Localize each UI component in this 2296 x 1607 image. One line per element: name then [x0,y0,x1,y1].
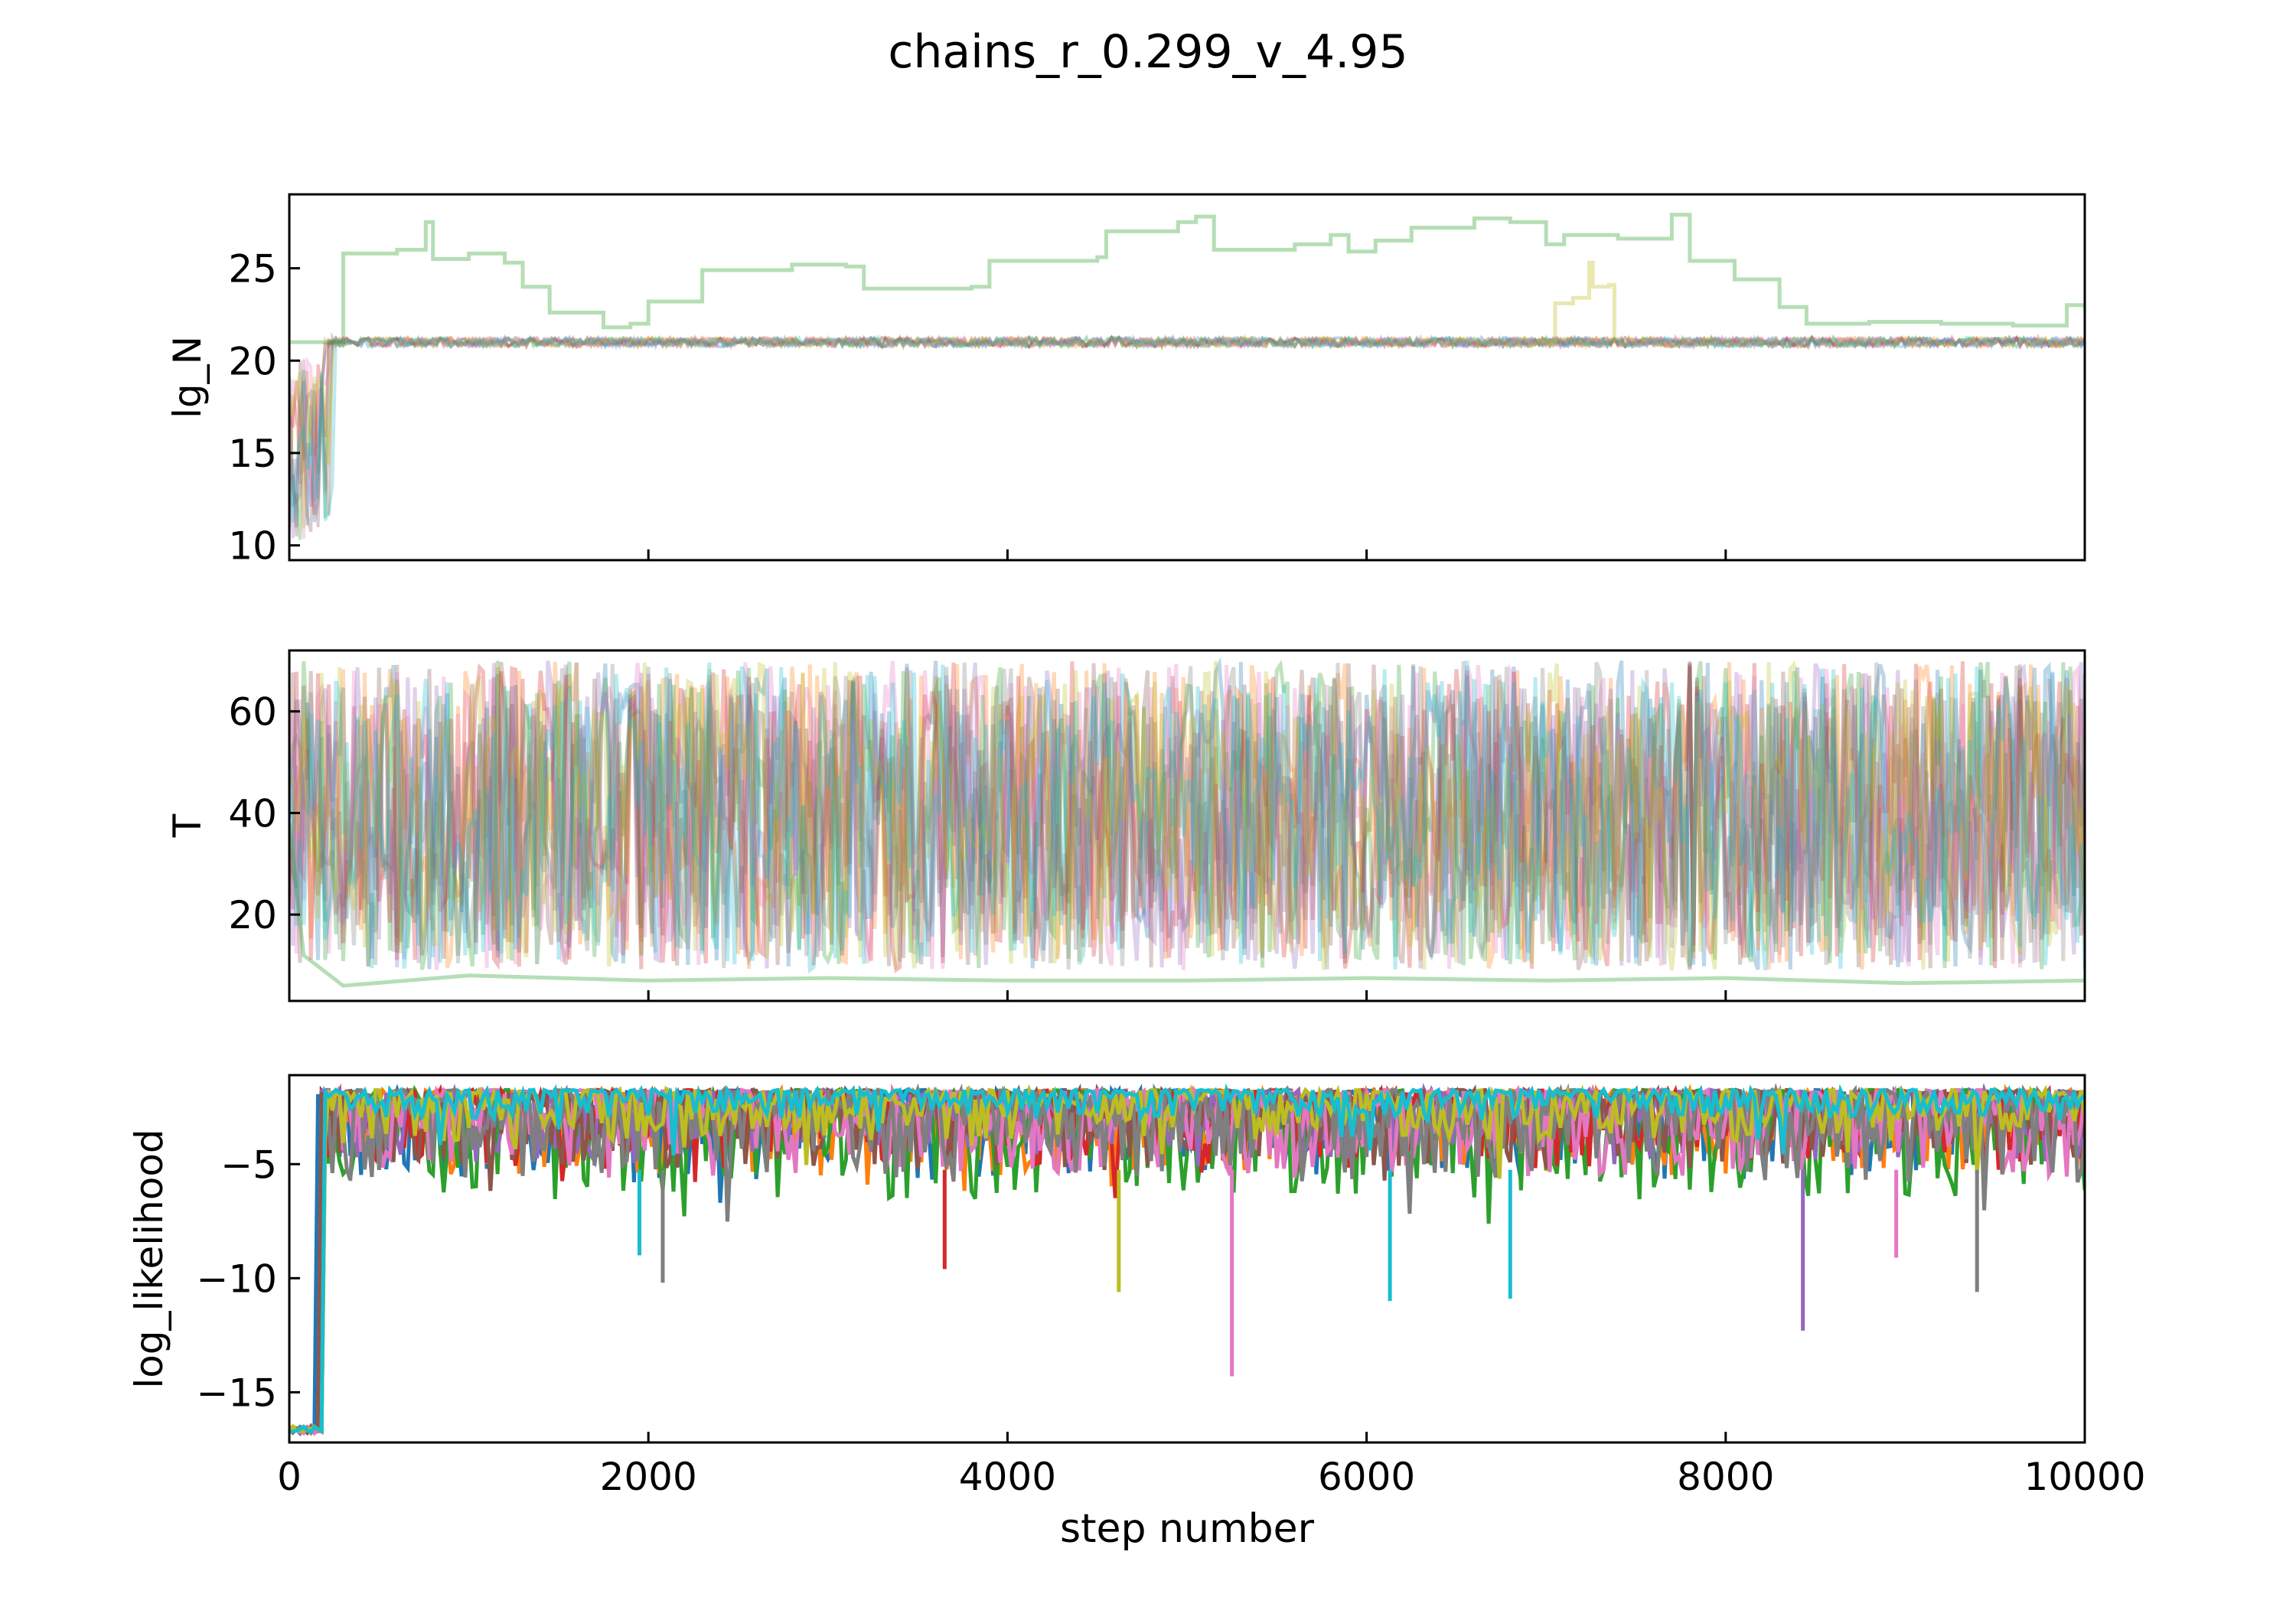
y-tick-label: 60 [228,690,277,735]
log-likelihood-ticks: −15 −10 −5 0 2000 4000 6000 8000 10000 [196,1143,2145,1499]
lg-n-axes-frame [288,193,2086,562]
chain-line [289,334,2085,528]
y-tick-label: −15 [196,1371,277,1415]
x-tick-label: 10000 [2024,1455,2145,1499]
chain-line [289,334,2085,528]
x-tick-label: 2000 [600,1455,697,1499]
chain-line [289,660,2085,974]
log-likelihood-axes-frame [288,1074,2086,1444]
log-likelihood-ylabel: log_likelihood [127,1129,171,1388]
y-tick-label: 20 [228,893,277,937]
panel-lg-n: 10 15 20 25 lg_N [165,193,2086,569]
y-tick-label: 10 [228,524,277,569]
y-tick-label: 40 [228,791,277,836]
chain-line [289,334,2085,523]
y-tick-label: −10 [196,1257,277,1301]
chain-line [289,661,2085,970]
y-tick-label: −5 [220,1143,277,1187]
chain-line [289,660,2085,970]
panel-log-likelihood: −15 −10 −5 0 2000 4000 6000 8000 10000 log_likel… [127,1074,2146,1499]
chain-line [289,334,2085,540]
lg-n-plot-area [289,213,2085,540]
chain-line-outlier [289,823,2085,988]
chain-line [289,660,2085,971]
t-plot-area [289,657,2085,988]
x-tick-label: 6000 [1318,1455,1415,1499]
lg-n-ylabel: lg_N [165,336,210,419]
y-tick-label: 20 [228,339,277,383]
t-ylabel: T [165,813,210,838]
log-likelihood-plot-area [289,1082,2085,1437]
y-tick-label: 25 [228,247,277,292]
t-ticks: 20 40 60 [228,690,2086,1001]
chain-line [289,334,2085,516]
chain-line [289,657,2085,970]
chain-line [289,661,2085,970]
chain-line [289,334,2085,529]
t-axes-frame [288,649,2086,1002]
figure-title: chains_r_0.299_v_4.95 [888,25,1407,79]
lg-n-ticks: 10 15 20 25 [228,247,2086,569]
x-tick-label: 0 [277,1455,302,1499]
chain-line [289,331,2085,536]
chain-line-outlier [289,213,2085,344]
chain-line [289,659,2085,970]
chain-line [289,660,2085,970]
chain-line [289,334,2085,539]
chain-line-outlier [1537,260,1616,344]
x-tick-label: 8000 [1677,1455,1774,1499]
y-tick-label: 15 [228,432,277,476]
chain-line [289,334,2085,506]
chain-line [289,660,2085,971]
chain-line [289,334,2085,539]
chain-line [289,661,2085,973]
chain-line [289,1083,2085,1435]
x-axis-label: step number [1060,1506,1315,1552]
x-tick-label: 4000 [959,1455,1056,1499]
panel-t: 20 40 60 T [165,649,2086,1002]
